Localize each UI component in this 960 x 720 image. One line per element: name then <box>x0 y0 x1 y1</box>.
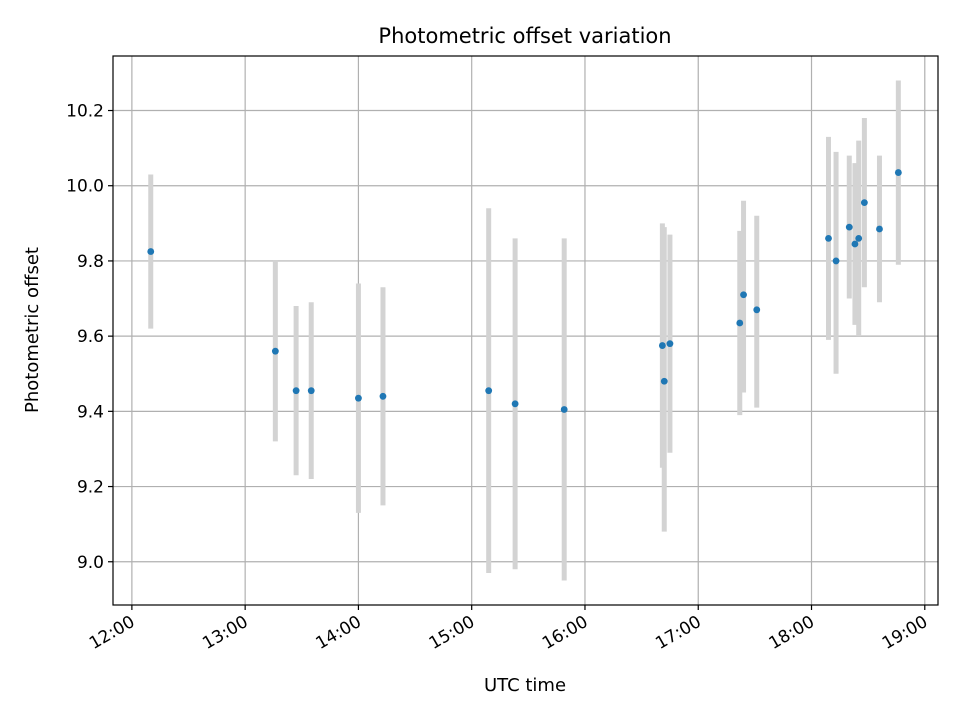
x-tick-label: 17:00 <box>652 612 704 654</box>
x-axis: 12:00 13:00 14:00 15:00 16:00 17:00 18:00 19:00 <box>86 605 931 654</box>
data-point <box>851 240 859 248</box>
plot-frame <box>112 55 939 606</box>
y-tick-label: 10.0 <box>66 177 104 197</box>
x-tick-label: 19:00 <box>879 612 931 654</box>
y-tick-label: 9.6 <box>77 327 104 347</box>
grid <box>113 56 938 605</box>
error-bars <box>148 80 901 581</box>
data-point <box>485 387 493 395</box>
x-axis-title: UTC time <box>484 675 566 696</box>
data-point <box>355 394 362 402</box>
y-tick-label: 9.0 <box>77 553 104 573</box>
y-axis-title: Photometric offset <box>22 247 43 413</box>
x-tick-label: 14:00 <box>312 612 364 654</box>
y-tick-label: 10.2 <box>66 102 104 122</box>
data-point <box>271 347 279 355</box>
x-tick-label: 18:00 <box>766 612 818 654</box>
data-point <box>855 234 863 242</box>
data-point <box>845 223 853 231</box>
x-tick-label: 13:00 <box>199 612 251 654</box>
chart-title: Photometric offset variation <box>378 24 671 48</box>
data-point <box>753 306 761 314</box>
data-point <box>147 248 155 255</box>
data-point <box>825 234 832 242</box>
x-tick-label: 15:00 <box>426 612 478 654</box>
data-point <box>658 342 666 349</box>
data-point <box>666 340 674 348</box>
data-point <box>560 406 568 413</box>
y-tick-label: 9.8 <box>77 252 104 272</box>
data-point <box>292 387 300 395</box>
data-point <box>860 199 868 207</box>
x-tick-label: 16:00 <box>539 612 591 654</box>
data-point <box>832 257 840 265</box>
data-point <box>511 400 519 408</box>
x-tick-label: 12:00 <box>86 612 138 654</box>
data-point <box>736 319 744 327</box>
y-tick-label: 9.4 <box>77 402 104 422</box>
data-point <box>379 392 387 400</box>
data-points <box>147 169 902 413</box>
data-point <box>876 225 883 233</box>
data-point <box>894 169 902 176</box>
data-point <box>740 291 747 299</box>
y-tick-label: 9.2 <box>77 478 104 498</box>
data-point <box>660 377 668 385</box>
y-axis: 9.0 9.2 9.4 9.6 9.8 10.0 10.2 <box>66 102 113 573</box>
data-point <box>307 387 315 395</box>
